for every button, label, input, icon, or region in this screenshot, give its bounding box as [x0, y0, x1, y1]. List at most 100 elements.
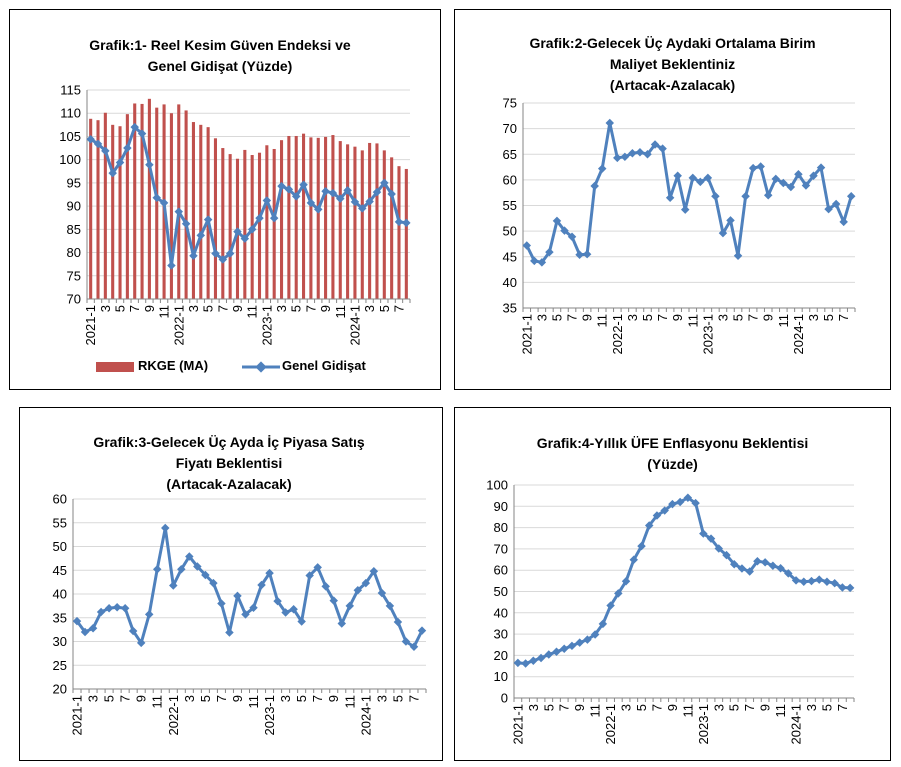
bar [346, 144, 350, 299]
y-tick-label: 100 [59, 152, 81, 167]
data-point [193, 562, 202, 571]
x-tick-label: 7 [310, 695, 325, 702]
data-point [189, 251, 198, 261]
data-point [93, 139, 103, 149]
data-point [545, 247, 554, 257]
data-point [794, 169, 803, 179]
data-point [658, 144, 667, 153]
data-point [409, 642, 419, 651]
x-tick-label: 11 [333, 305, 348, 319]
y-tick-label: 90 [67, 199, 81, 214]
x-tick-label: 7 [118, 695, 133, 702]
data-point [737, 564, 747, 573]
data-point [329, 596, 338, 605]
data-point [824, 204, 833, 214]
x-tick-label: 7 [391, 305, 406, 312]
data-point [650, 140, 660, 149]
data-point [703, 173, 713, 183]
chart-panel-4: Grafik:4-Yıllık ÜFE Enflasyonu Beklentis… [454, 407, 891, 761]
y-tick-label: 70 [494, 541, 508, 556]
x-tick-label: 7 [214, 695, 229, 702]
x-tick-label: 11 [246, 695, 261, 709]
x-tick-label: 5 [113, 305, 128, 312]
bar [140, 103, 144, 299]
x-tick-label: 3 [278, 695, 293, 702]
legend-swatch-bar [96, 361, 134, 372]
data-point [361, 578, 371, 588]
x-tick-label: 9 [665, 704, 680, 711]
data-point [380, 178, 389, 188]
series-line [517, 496, 851, 665]
y-tick-label: 20 [494, 648, 508, 663]
x-tick-label: 3 [526, 704, 541, 711]
bar [213, 138, 218, 299]
data-point [128, 626, 138, 636]
data-point [590, 181, 599, 191]
data-point [169, 581, 178, 590]
y-tick-label: 65 [503, 147, 517, 162]
y-tick-label: 55 [53, 515, 67, 530]
bar [89, 118, 93, 299]
x-tick-label: 3 [715, 314, 730, 321]
chart-panel-1: Grafik:1- Reel Kesim Güven Endeksi ve Ge… [9, 9, 441, 390]
x-tick-label: 7 [649, 704, 664, 711]
data-point [559, 644, 569, 654]
data-point [365, 197, 374, 206]
data-point [241, 610, 250, 619]
y-tick-label: 30 [53, 634, 67, 649]
data-point [115, 158, 125, 167]
data-point [185, 552, 194, 561]
data-point [136, 638, 146, 648]
chart-panel-2: Grafik:2-Gelecek Üç Aydaki Ortalama Biri… [454, 9, 891, 390]
data-point [233, 227, 242, 236]
data-point [321, 582, 330, 591]
data-point [377, 588, 387, 598]
data-point [799, 577, 809, 586]
legend-label-rkge: RKGE (MA) [138, 358, 209, 373]
y-tick-label: 60 [494, 563, 508, 578]
y-tick-label: 50 [494, 584, 508, 599]
bar [177, 104, 181, 299]
data-point [583, 635, 592, 644]
x-tick-label: 7 [836, 314, 851, 321]
data-point [385, 601, 395, 611]
data-point [748, 163, 758, 173]
data-point [196, 231, 206, 240]
data-point [161, 523, 170, 533]
data-point [575, 638, 584, 647]
data-point [249, 603, 258, 613]
legend-item-rkge: RKGE (MA) [96, 358, 208, 373]
bar [390, 157, 394, 299]
x-tick-label: 11 [680, 704, 695, 718]
x-tick-label: 11 [157, 305, 172, 319]
x-tick-label: 5 [198, 695, 213, 702]
x-tick-label: 7 [557, 704, 572, 711]
chart-4-title-line-2: (Yüzde) [647, 456, 698, 472]
x-tick-label: 11 [150, 695, 165, 709]
x-tick-label: 5 [727, 704, 742, 711]
data-point [688, 173, 698, 183]
data-point [387, 189, 396, 199]
x-tick-label: 9 [134, 695, 149, 702]
bar [147, 98, 151, 299]
x-tick-label: 3 [804, 704, 819, 711]
x-tick-label: 9 [580, 314, 595, 321]
data-point [343, 186, 352, 195]
y-tick-label: 35 [503, 301, 517, 316]
data-point [269, 213, 279, 223]
x-tick-label: 2024-1 [789, 704, 804, 744]
data-point [130, 122, 139, 132]
data-point [801, 181, 811, 190]
x-tick-label: 3 [86, 695, 101, 702]
y-tick-label: 110 [60, 106, 81, 121]
data-point [822, 577, 832, 586]
data-point [86, 134, 95, 144]
bar [294, 135, 298, 299]
data-point [225, 628, 234, 637]
bar [199, 124, 203, 299]
x-tick-label: 2022-1 [166, 695, 181, 735]
x-tick-label: 9 [326, 695, 341, 702]
data-point [567, 641, 577, 651]
